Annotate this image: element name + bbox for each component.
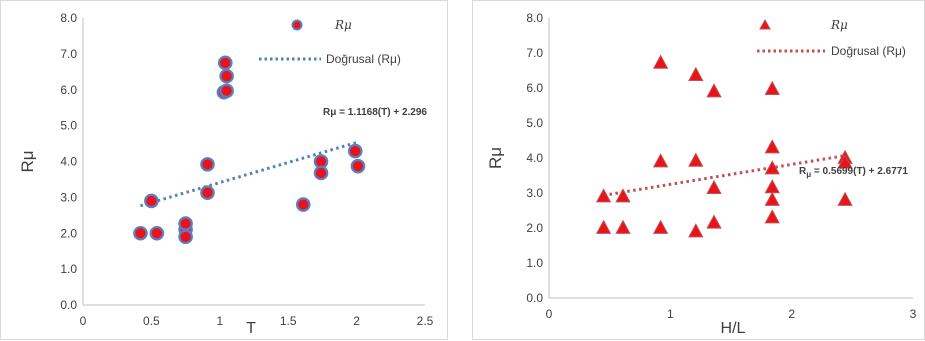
x-tick-label: 1 xyxy=(216,314,223,328)
data-point xyxy=(149,225,165,241)
x-tick-label: 0.5 xyxy=(143,314,160,328)
data-point xyxy=(652,219,669,234)
x-tick-label: 2 xyxy=(788,307,795,321)
data-point xyxy=(615,188,631,203)
legend-label-trendline: Doğrusal (Rμ) xyxy=(326,52,401,66)
data-point xyxy=(347,143,363,159)
legend-label-series: Rμ xyxy=(334,18,352,32)
trendline xyxy=(603,154,846,197)
data-point xyxy=(200,157,215,172)
y-axis-title: Rμ xyxy=(18,150,37,172)
data-point xyxy=(217,55,233,71)
data-point xyxy=(652,153,669,168)
data-point xyxy=(764,179,780,194)
y-tick-label: 7.0 xyxy=(526,46,543,60)
data-point xyxy=(219,68,234,84)
y-tick-label: 0.0 xyxy=(526,291,543,305)
data-point xyxy=(706,214,722,229)
data-point xyxy=(144,193,159,209)
x-tick-label: 2 xyxy=(353,314,360,328)
data-point xyxy=(295,197,311,212)
data-point xyxy=(837,154,853,169)
data-point xyxy=(652,54,669,69)
y-tick-label: 8.0 xyxy=(60,11,77,25)
data-point xyxy=(313,165,329,181)
data-point xyxy=(764,160,780,175)
trendline-equation: Rμ = 0.5699(T) + 2.6771 xyxy=(799,166,908,179)
x-tick-label: 1 xyxy=(667,307,674,321)
data-point xyxy=(595,188,612,203)
legend-label-trendline: Doğrusal (Rμ) xyxy=(831,44,906,58)
chart-right-svg: 0.0 1.0 2.0 3.0 4.0 5.0 6.0 7.0 8.0 0 1 2 3 H/L Rμ Rμ Do… xyxy=(486,11,917,337)
x-tick-label: 0 xyxy=(546,307,553,321)
y-tick-label: 4.0 xyxy=(526,151,543,165)
legend-label-series: Rμ xyxy=(830,18,848,32)
y-tick-label: 5.0 xyxy=(60,119,77,133)
data-point xyxy=(764,209,780,224)
y-tick-label: 1.0 xyxy=(526,256,543,270)
x-tick-label: 2.5 xyxy=(417,314,434,328)
data-point xyxy=(706,179,722,194)
trendline xyxy=(140,141,358,208)
trendline-equation: Rμ = 1.1168(T) + 2.296 xyxy=(323,107,427,118)
y-tick-label: 4.0 xyxy=(60,155,77,169)
x-tick-label: 1.5 xyxy=(280,314,297,328)
x-tick-label: 0 xyxy=(80,314,87,328)
x-axis-title: H/L xyxy=(721,320,746,337)
y-tick-label: 2.0 xyxy=(526,221,543,235)
y-tick-label: 6.0 xyxy=(60,83,77,97)
y-tick-label: 8.0 xyxy=(526,11,543,25)
data-point xyxy=(837,191,853,206)
data-point xyxy=(178,216,193,231)
data-point xyxy=(706,83,722,98)
legend-marker xyxy=(759,18,771,30)
data-point xyxy=(200,185,215,201)
y-tick-label: 6.0 xyxy=(526,81,543,95)
legend-marker xyxy=(291,19,303,31)
data-point xyxy=(688,223,704,238)
y-tick-label: 0.0 xyxy=(60,298,77,312)
data-point xyxy=(764,139,780,154)
equation-r: R xyxy=(799,166,807,177)
data-point xyxy=(595,219,612,234)
y-tick-label: 1.0 xyxy=(60,262,77,276)
y-tick-label: 3.0 xyxy=(526,186,543,200)
data-point xyxy=(688,152,704,167)
data-point xyxy=(764,80,780,95)
chart-panel-right: 0.0 1.0 2.0 3.0 4.0 5.0 6.0 7.0 8.0 0 1 2 3 H/L Rμ Rμ Do… xyxy=(472,0,925,340)
data-point xyxy=(615,219,631,234)
data-point xyxy=(688,66,704,81)
chart-left-svg: 0.0 1.0 2.0 3.0 4.0 5.0 6.0 7.0 8.0 0 0.5 1 1.5 2 2.5 T… xyxy=(18,11,434,337)
equation-subscript: μ xyxy=(806,170,811,179)
data-point xyxy=(350,158,366,174)
x-tick-label: 3 xyxy=(910,307,917,321)
y-tick-label: 3.0 xyxy=(60,190,77,204)
data-point xyxy=(133,225,148,241)
x-axis-title: T xyxy=(246,320,256,337)
data-point xyxy=(178,229,193,245)
y-tick-label: 5.0 xyxy=(526,116,543,130)
y-tick-label: 2.0 xyxy=(60,226,77,240)
data-point xyxy=(219,83,234,99)
y-axis-title: Rμ xyxy=(486,147,505,169)
chart-panel-left: 0.0 1.0 2.0 3.0 4.0 5.0 6.0 7.0 8.0 0 0.5 1 1.5 2 2.5 T… xyxy=(0,0,448,340)
data-point xyxy=(764,191,780,206)
y-tick-label: 7.0 xyxy=(60,47,77,61)
equation-rest: = 0.5699(T) + 2.6771 xyxy=(811,166,908,177)
